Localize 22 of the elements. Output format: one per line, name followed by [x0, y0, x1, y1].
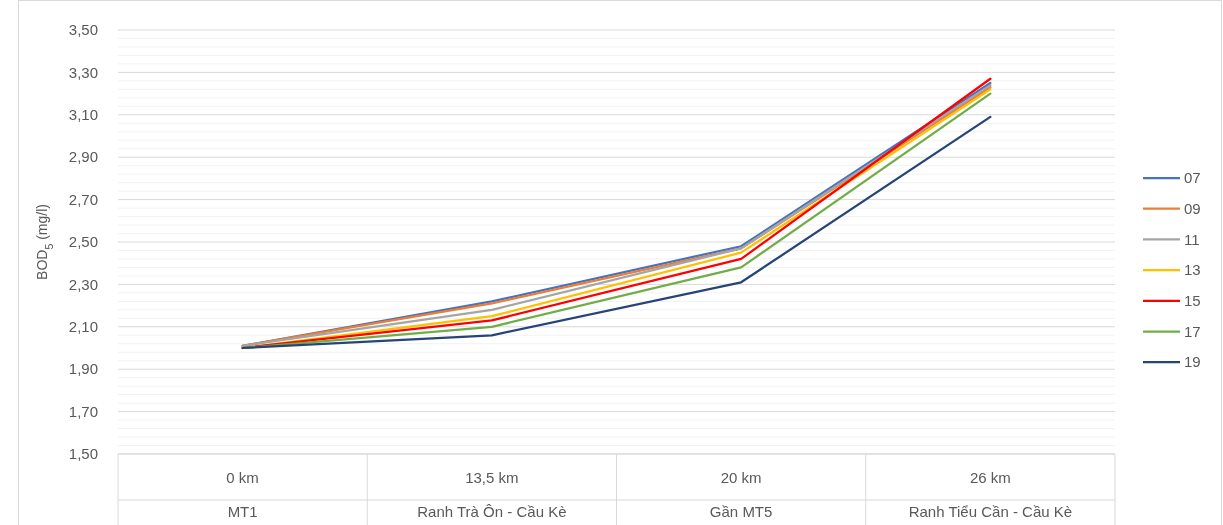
- y-tick-label: 2,70: [68, 190, 98, 208]
- y-tick-label: 1,50: [68, 445, 98, 463]
- y-tick-label: 2,50: [68, 233, 98, 251]
- x-tick-label: 0 km MT1: [226, 469, 259, 521]
- y-tick-label: 3,30: [68, 63, 98, 81]
- y-tick-label: 1,90: [68, 360, 98, 378]
- legend-label: 17: [1184, 322, 1201, 340]
- legend-label: 19: [1184, 353, 1201, 371]
- legend-label: 09: [1184, 199, 1201, 217]
- legend-label: 15: [1184, 292, 1201, 310]
- x-tick-label: 13,5 km Ranh Trà Ôn - Cầu Kè: [417, 469, 567, 521]
- y-tick-label: 3,10: [68, 106, 98, 124]
- x-tick-label: 20 km Gần MT5: [709, 469, 773, 521]
- y-tick-label: 2,10: [68, 318, 98, 336]
- legend-label: 11: [1184, 230, 1200, 248]
- y-tick-label: 1,70: [68, 402, 98, 420]
- y-tick-label: 2,90: [68, 148, 98, 166]
- legend-label: 13: [1184, 261, 1201, 279]
- legend-label: 07: [1184, 169, 1201, 187]
- y-tick-label: 3,50: [68, 21, 98, 39]
- x-tick-label: 26 km Ranh Tiểu Cần - Cầu Kè: [908, 469, 1073, 521]
- y-tick-label: 2,30: [68, 275, 98, 293]
